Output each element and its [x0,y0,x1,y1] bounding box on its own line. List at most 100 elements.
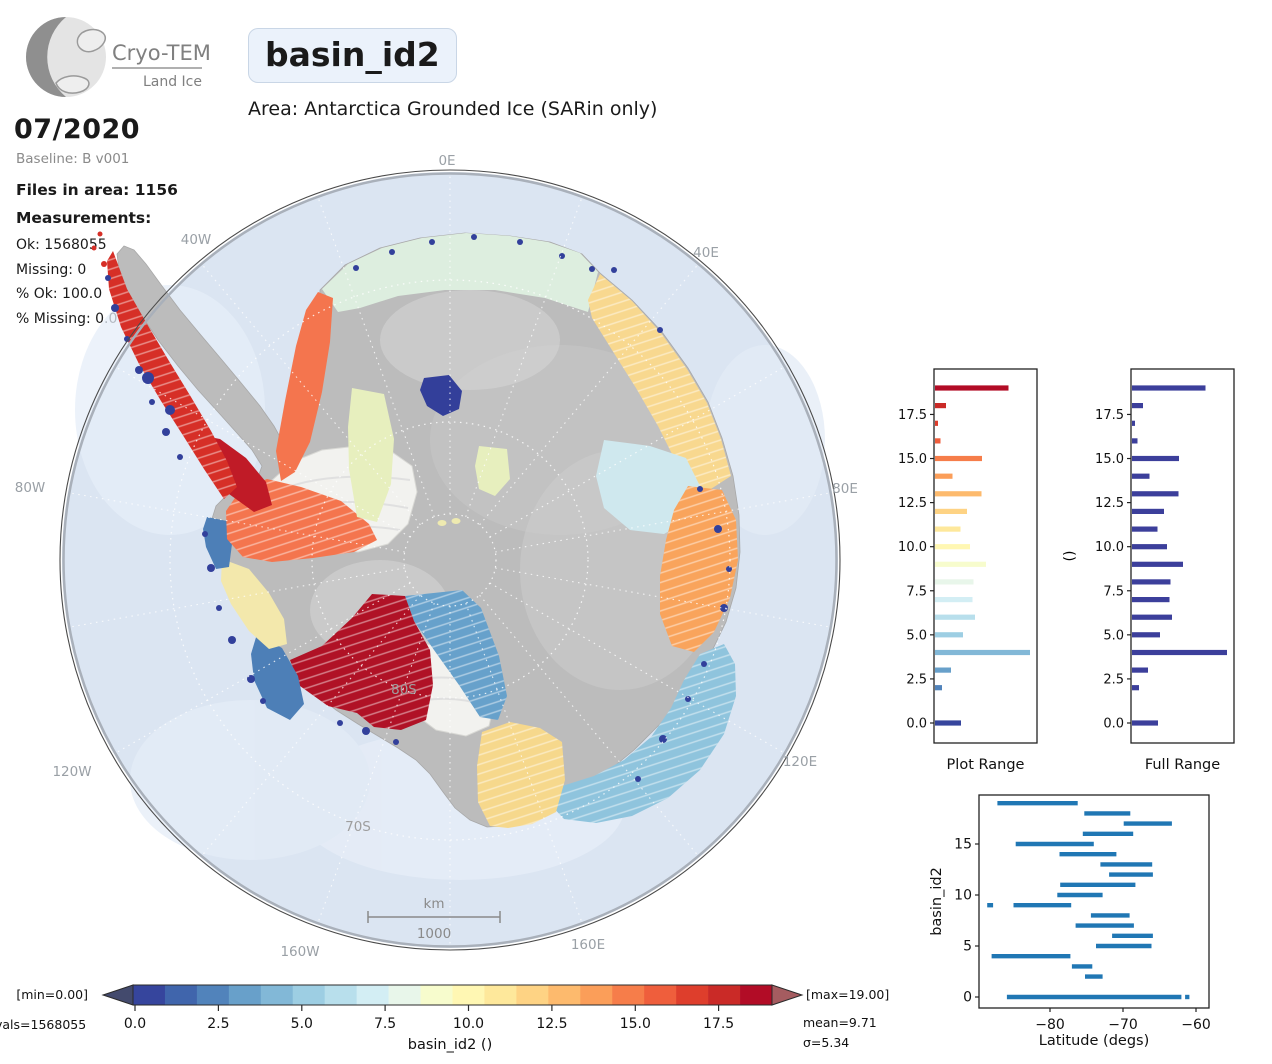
lon-label-40e: 40E [693,245,719,261]
svg-text:Latitude (degs): Latitude (degs) [1039,1033,1150,1049]
svg-text:15.0: 15.0 [1095,452,1124,467]
colorbar: 0.0 2.5 5.0 7.5 10.0 12.5 15.0 17.5 [min=0.00] … [0,975,900,1060]
svg-text:12.5: 12.5 [898,496,927,511]
stat-ok: Ok: 1568055 [16,237,107,253]
basin-region [437,520,447,526]
cryo-tempo-logo: Cryo-TEMPO Land Ice [26,17,212,97]
plot-range-histogram: 0.0 2.5 5.0 7.5 10.0 12.5 15.0 17.5 Plot Range [898,368,1038,773]
colorbar-sigma-label: σ=5.34 [803,1035,850,1050]
svg-text:5.0: 5.0 [1103,628,1124,643]
lat-label-70s: 70S [345,819,371,835]
stat-missing: Missing: 0 [16,261,87,278]
svg-text:17.5: 17.5 [703,1016,734,1032]
colorbar-vals-label: vals=1568055 [0,1017,87,1032]
antarctica-basin-map: 0E 40W 40E 80W 80E 120W 120E 160W 160E 8… [15,153,858,960]
svg-text:12.5: 12.5 [536,1016,567,1032]
svg-text:−70: −70 [1108,1017,1138,1033]
stat-pct-ok: % Ok: 100.0 [16,286,103,302]
basin-region [348,388,394,522]
greenland-outline [76,28,106,53]
basin-region [405,590,507,720]
svg-text:−60: −60 [1181,1017,1211,1033]
svg-text:10.0: 10.0 [1095,540,1124,555]
svg-text:10.0: 10.0 [453,1016,484,1032]
svg-text:−80: −80 [1035,1017,1065,1033]
colorbar-axis-label: basin_id2 () [407,1037,493,1053]
svg-text:Full Range: Full Range [1145,757,1220,773]
basin-region [475,446,510,496]
scale-bar-value: 1000 [417,926,451,942]
svg-text:7.5: 7.5 [906,584,927,599]
scale-bar-unit: km [424,896,445,912]
svg-text:5: 5 [963,939,972,955]
logo-title: Cryo-TEMPO [112,41,212,65]
stats-panel: Files in area: 1156 Measurements: Ok: 15… [16,180,178,330]
lon-label-0e: 0E [438,153,455,169]
svg-text:0: 0 [963,990,972,1006]
outlier-dots [105,234,732,782]
lon-label-160e: 160E [571,937,605,953]
lon-label-40w: 40W [181,232,212,248]
svg-text:15.0: 15.0 [620,1016,651,1032]
svg-text:5.0: 5.0 [291,1016,313,1032]
map-rim-outer [59,169,841,951]
colorbar-max-label: [max=19.00] [806,987,890,1002]
logo-subtitle: Land Ice [143,74,202,90]
svg-text:2.5: 2.5 [906,672,927,687]
svg-text:7.5: 7.5 [374,1016,396,1032]
svg-text:12.5: 12.5 [1095,496,1124,511]
basin-region [203,517,232,569]
lon-label-120w: 120W [52,764,91,780]
full-range-histogram: () 0.0 2.5 5.0 7.5 10.0 12.5 15.0 17.5 Full Range [1062,368,1235,773]
svg-text:0.0: 0.0 [906,717,927,732]
svg-text:5.0: 5.0 [906,628,927,643]
page-title: basin_id2 [248,28,457,83]
baseline-label: Baseline: B v001 [16,151,130,167]
basin-region [420,375,462,416]
basin-region [477,722,565,828]
lon-label-160w: 160W [280,944,319,960]
measurements-heading: Measurements: [16,208,152,227]
svg-text:basin_id2: basin_id2 [929,867,945,936]
svg-text:10.0: 10.0 [898,540,927,555]
colorbar-gradient: 0.0 2.5 5.0 7.5 10.0 12.5 15.0 17.5 [101,984,804,1032]
svg-text:0.0: 0.0 [1103,717,1124,732]
logo-globe-icon [26,17,106,97]
svg-text:2.5: 2.5 [1103,672,1124,687]
lon-label-80w: 80W [15,480,46,496]
svg-text:17.5: 17.5 [898,408,927,423]
lon-label-120e: 120E [783,754,817,770]
basin-region [107,251,237,499]
scale-bar [367,911,501,923]
svg-text:17.5: 17.5 [1095,408,1124,423]
svg-text:(): () [1062,551,1078,562]
lat-labels: 80S 70S [345,682,417,835]
date-label: 07/2020 [14,114,141,145]
svg-text:15: 15 [954,837,972,853]
peninsula-tip-dots [91,231,107,267]
svg-text:0.0: 0.0 [124,1016,146,1032]
basin-region [451,518,461,524]
basin-region [588,274,731,496]
files-in-area: Files in area: 1156 [16,181,178,199]
lon-labels: 0E 40W 40E 80W 80E 120W 120E 160W 160E [15,153,858,960]
graticule [67,172,833,948]
svg-text:2.5: 2.5 [207,1016,229,1032]
svg-text:Plot Range: Plot Range [947,757,1025,773]
svg-text:15.0: 15.0 [898,452,927,467]
antarctica-outline [55,75,90,94]
stat-pct-missing: % Missing: 0.0 [16,310,118,327]
latitude-extent-chart: basin_id2 Latitude (degs)−80 −70 −60 0 5 10 15 [929,794,1211,1049]
basin-region [549,644,736,823]
basin-regions [107,233,738,828]
lon-label-80e: 80E [832,481,858,497]
map-rim-inner [62,172,838,948]
colorbar-min-label: [min=0.00] [16,987,88,1002]
basin-region [290,594,433,730]
colorbar-mean-label: mean=9.71 [803,1015,877,1030]
svg-text:10: 10 [954,888,972,904]
area-subtitle: Area: Antarctica Grounded Ice (SARin onl… [248,98,658,120]
svg-text:7.5: 7.5 [1103,584,1124,599]
basin-region [221,559,287,649]
lat-label-80s: 80S [391,682,417,698]
